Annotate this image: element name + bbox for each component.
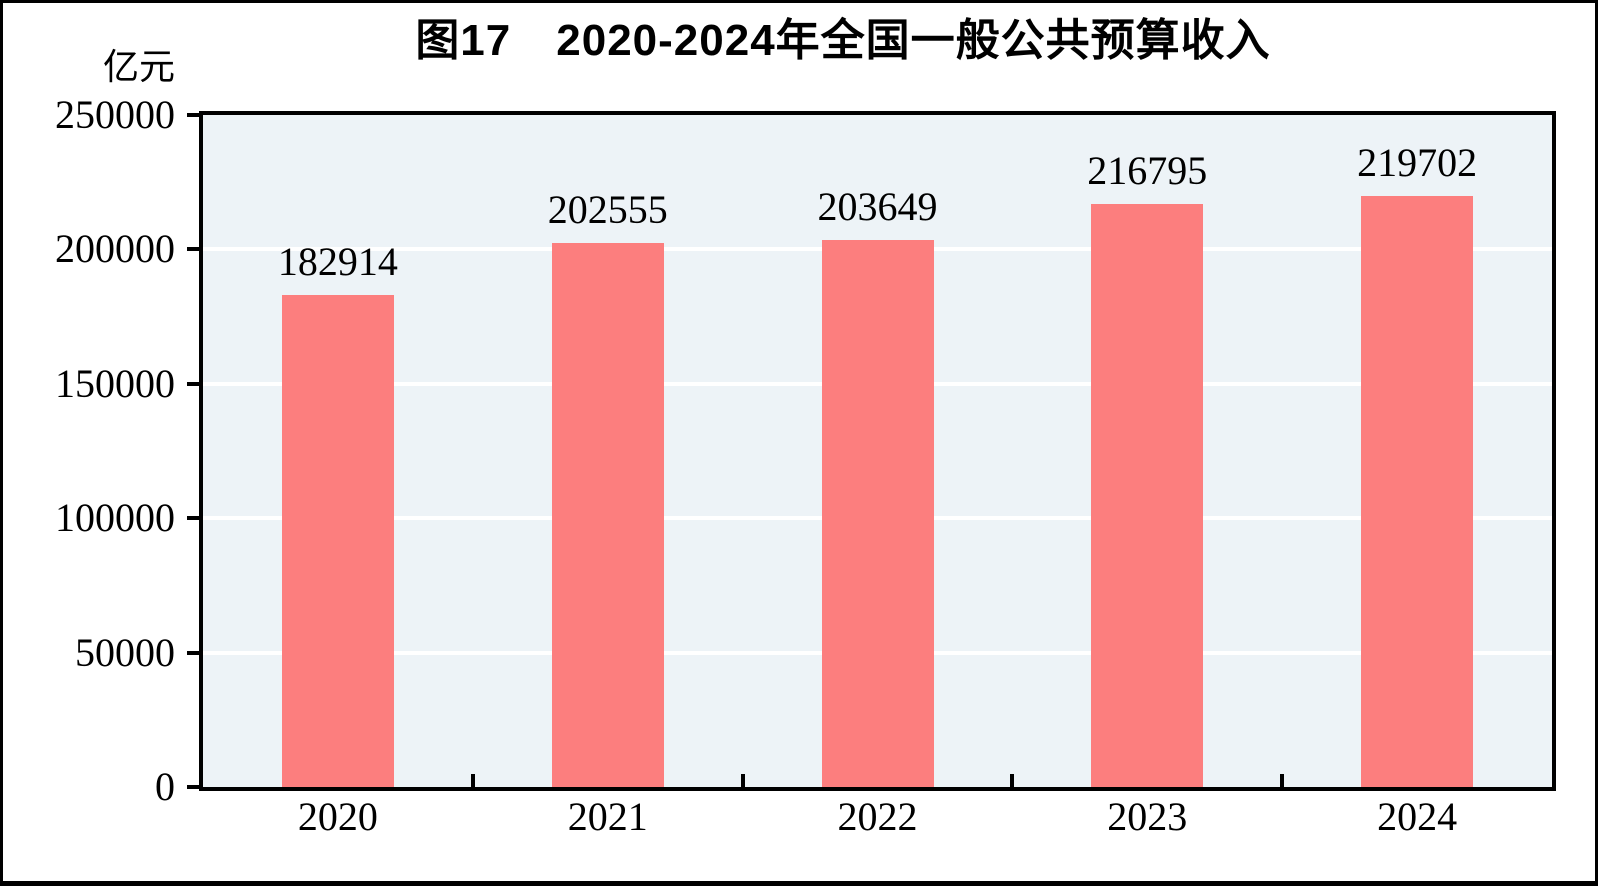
- x-axis-tick-label-2020: 2020: [297, 794, 378, 839]
- y-axis-tick-label: 250000: [55, 92, 175, 137]
- y-axis-tick: [187, 516, 199, 521]
- bar-2020: [281, 295, 394, 787]
- x-axis-tick-label-2024: 2024: [1377, 794, 1458, 839]
- y-axis-tick-label: 150000: [55, 360, 175, 406]
- bar-2024: [1361, 196, 1474, 787]
- chart-title: 图17 2020-2024年全国一般公共预算收入: [415, 16, 1271, 65]
- x-axis-tick: [470, 774, 475, 787]
- bar-2023: [1091, 204, 1204, 787]
- y-axis-tick: [187, 247, 199, 252]
- y-axis-tick: [187, 650, 199, 655]
- bar-value-label-2024: 219702: [1357, 140, 1478, 186]
- y-axis-tick: [187, 381, 199, 386]
- y-axis-tick: [187, 113, 199, 117]
- x-axis-tick-label-2022: 2022: [837, 794, 918, 839]
- y-axis-unit-label: 亿元: [102, 46, 175, 87]
- y-axis-tick: [187, 785, 199, 789]
- bar-value-label-2022: 203649: [817, 183, 938, 229]
- x-axis-tick-label-2021: 2021: [567, 794, 648, 839]
- y-axis-tick-label: 200000: [55, 226, 175, 272]
- x-axis-tick: [740, 774, 745, 787]
- y-axis-tick-label: 0: [155, 764, 175, 809]
- x-axis-tick: [1280, 774, 1285, 787]
- bar-2022: [821, 239, 934, 787]
- plot-area: 182914 202555 203649 216795 219702: [187, 111, 1556, 791]
- x-axis-tick-label-2023: 2023: [1107, 794, 1188, 839]
- y-axis-tick-label: 50000: [75, 629, 175, 675]
- y-axis-tick-label: 100000: [55, 495, 175, 541]
- bar-value-label-2023: 216795: [1087, 148, 1208, 194]
- bar-2021: [551, 242, 664, 787]
- bar-value-label-2020: 182914: [277, 239, 398, 285]
- bar-value-label-2021: 202555: [547, 186, 668, 232]
- x-axis-tick: [1010, 774, 1015, 787]
